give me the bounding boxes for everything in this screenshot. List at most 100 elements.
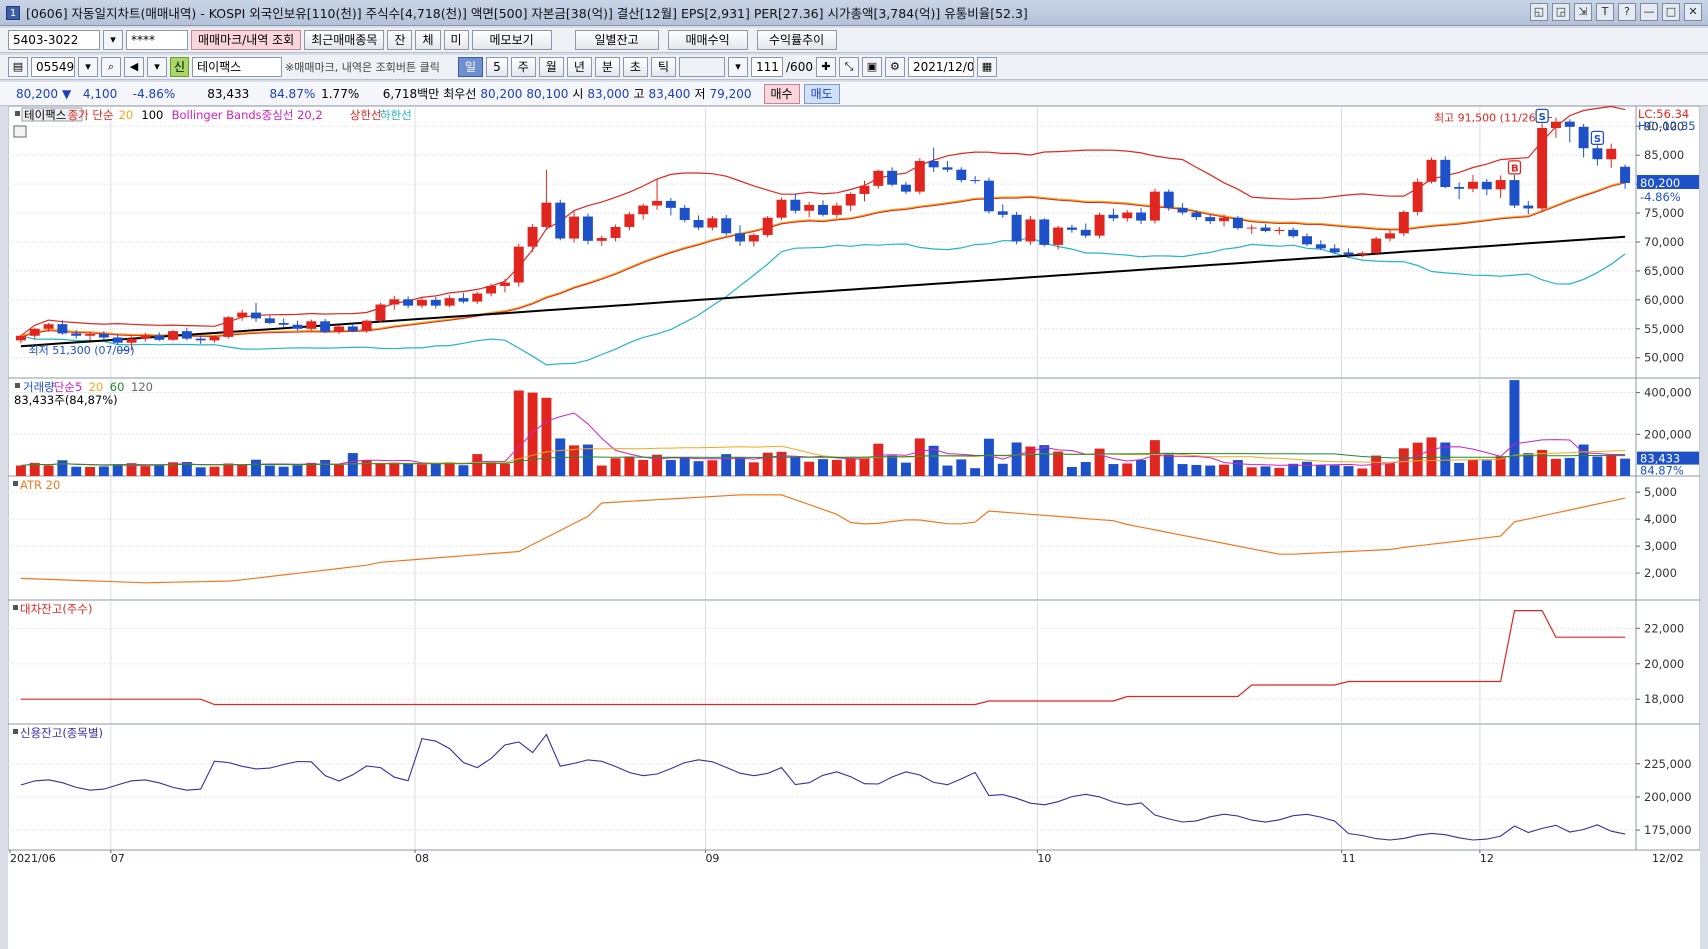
volume-ma60-line [20, 452, 1626, 466]
candle [831, 205, 842, 215]
candle [582, 216, 593, 241]
trade-mark-query-button[interactable]: 매매마크/내역 조회 [191, 30, 302, 50]
chevron-down-icon[interactable]: ▾ [103, 30, 123, 50]
candle [1053, 227, 1064, 245]
help-icon[interactable]: ? [1618, 3, 1636, 21]
daily-balance-button[interactable]: 일별잔고 [574, 30, 659, 50]
gear-icon[interactable]: ⚙ [884, 57, 905, 77]
candle [1343, 252, 1354, 255]
unfilled-button[interactable]: 미 [443, 30, 469, 50]
recent-trades-button[interactable]: 최근매매종목 [304, 30, 385, 50]
cascade-icon[interactable]: ◲ [1552, 3, 1570, 21]
candle [57, 324, 68, 334]
volume-bar [1606, 454, 1617, 476]
candle [1412, 181, 1423, 212]
volume-bar [818, 459, 828, 476]
y-tick-label: 70,000 [1644, 235, 1684, 249]
speaker-icon[interactable]: ◀ [124, 57, 144, 77]
volume-legend-item: 20 [89, 380, 104, 394]
atr-legend: ATR 20 [20, 478, 60, 492]
period-year[interactable]: 년 [566, 57, 592, 77]
price-info-bar: 80,200 ▼ 4,100 -4.86% 83,433 84.87% 1.77… [0, 82, 1708, 106]
candle [735, 233, 746, 242]
period-tick[interactable]: 틱 [650, 57, 677, 77]
price-change: 4,100 [82, 86, 118, 101]
buy-button[interactable]: 매수 [763, 83, 800, 104]
period-week[interactable]: 주 [510, 57, 536, 77]
candle [1191, 212, 1202, 218]
period-month[interactable]: 월 [538, 57, 564, 77]
candle [444, 298, 455, 306]
chart-area[interactable]: 50,00055,00060,00065,00070,00075,00080,0… [8, 106, 1700, 949]
balance-button[interactable]: 잔 [387, 30, 413, 50]
current-price-label: 80,200 [1640, 176, 1680, 190]
candle [1163, 191, 1174, 208]
volume-bar [292, 465, 303, 476]
executed-button[interactable]: 체 [415, 30, 441, 50]
period-count[interactable]: 5 [486, 57, 508, 77]
return-trend-button[interactable]: 수익률추이 [756, 30, 837, 50]
volume-bar [1550, 458, 1561, 476]
volume-bar [513, 390, 524, 476]
link-icon[interactable]: ⇲ [1574, 3, 1592, 21]
trade-profit-button[interactable]: 매매수익 [667, 30, 748, 50]
candle [1550, 121, 1561, 128]
candle [1136, 212, 1147, 221]
volume-bar [1053, 451, 1064, 476]
chevron-down-icon[interactable]: ▾ [728, 57, 749, 77]
candle [223, 317, 234, 337]
line-tool-icon[interactable]: ⤡ [838, 57, 859, 77]
legend-marker [13, 729, 18, 734]
volume-bar [1495, 456, 1506, 476]
volume-bar [444, 462, 455, 476]
candle [1149, 191, 1160, 221]
period-second[interactable]: 초 [622, 57, 648, 77]
volume-bar [748, 462, 759, 476]
account-select[interactable]: 5403-3022 [8, 30, 100, 50]
candle [610, 226, 621, 238]
candle [762, 217, 773, 236]
volume-bar [956, 459, 967, 476]
stock-code-field[interactable]: 055490 [31, 57, 75, 77]
volume-bar [389, 462, 400, 476]
data-count-field[interactable]: 111 [751, 57, 784, 77]
minimize-icon[interactable]: — [1640, 3, 1658, 21]
search-icon[interactable]: ⌕ [101, 57, 121, 77]
chevron-down-icon[interactable]: ▾ [147, 57, 167, 77]
hc-label: HC:-12.35 [1638, 119, 1696, 133]
text-icon[interactable]: T [1596, 3, 1614, 21]
calendar-icon[interactable]: ▦ [976, 57, 997, 77]
volume-bar [1454, 462, 1465, 476]
tile-icon[interactable]: ◱ [1530, 3, 1548, 21]
indicator-icon[interactable]: ✚ [815, 57, 836, 77]
candle [195, 338, 206, 341]
chart-type-icon[interactable]: ▤ [8, 57, 28, 77]
close-icon[interactable]: ✕ [1684, 3, 1702, 21]
period-day[interactable]: 일 [458, 57, 484, 77]
volume-bar [596, 465, 607, 476]
memo-button[interactable]: 메모보기 [471, 30, 552, 50]
volume-bar [1260, 466, 1271, 476]
volume-bar [85, 466, 96, 476]
sell-button[interactable]: 매도 [803, 83, 840, 104]
trade-mark-b [1507, 160, 1522, 175]
chevron-down-icon[interactable]: ▾ [78, 57, 98, 77]
app-icon: 1 [6, 5, 20, 20]
candle [818, 204, 828, 215]
volume-bar [71, 466, 82, 476]
save-icon[interactable]: ▣ [861, 57, 882, 77]
password-field[interactable]: **** [126, 30, 188, 50]
date-field[interactable]: 2021/12/02 [907, 57, 974, 77]
interval-select[interactable] [679, 57, 726, 77]
candle [845, 193, 856, 206]
credit-balance-line [20, 733, 1626, 841]
volume-bar [1523, 453, 1534, 476]
open-label: 시 [572, 87, 584, 101]
high-price: 83,400 [648, 86, 691, 101]
period-minute[interactable]: 분 [594, 57, 620, 77]
stock-name-field: 테이팩스 [192, 57, 283, 77]
trade-mark-s [1535, 108, 1549, 124]
maximize-icon[interactable]: □ [1662, 3, 1680, 21]
candle [1205, 217, 1216, 222]
stock-toolbar: ▤ 055490 ▾ ⌕ ◀ ▾ 신 테이팩스 ※매매마크, 내역은 조회버튼 … [0, 55, 1708, 80]
